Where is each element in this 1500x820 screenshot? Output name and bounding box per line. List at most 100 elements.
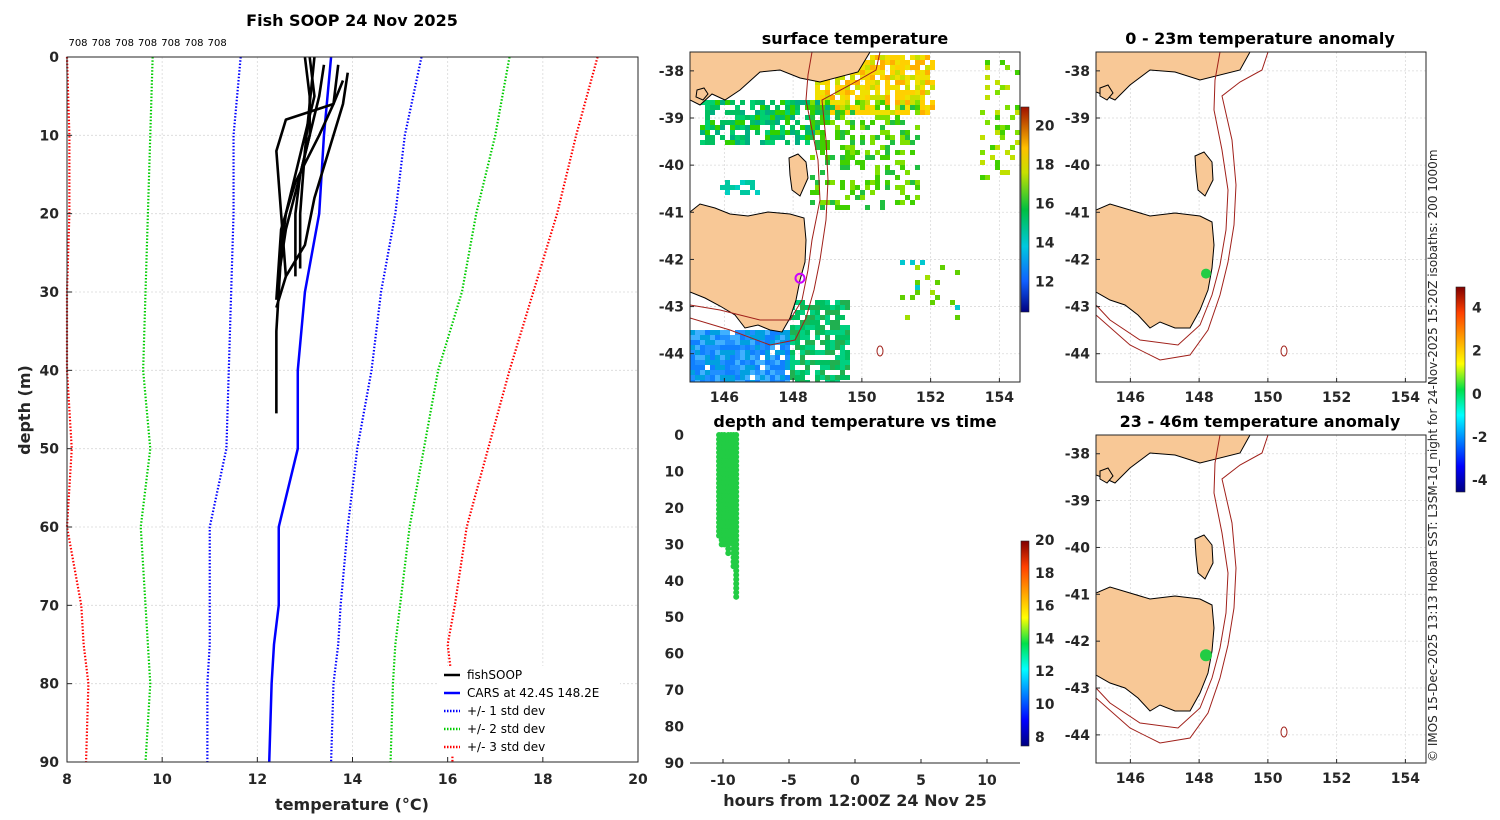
sst-pixel xyxy=(800,345,805,350)
sst-pixel xyxy=(760,115,765,120)
profile-xlabel: temperature (°C) xyxy=(275,795,429,814)
sst-pixel xyxy=(780,125,785,130)
sst-pixel xyxy=(810,155,815,160)
sst-pixel xyxy=(805,115,810,120)
sst-pixel xyxy=(840,325,845,330)
sst-pixel xyxy=(705,345,710,350)
sst-pixel xyxy=(870,75,875,80)
sst-pixel xyxy=(770,370,775,375)
data-point xyxy=(733,567,740,574)
sst-pixel xyxy=(835,345,840,350)
sst-pixel xyxy=(840,330,845,335)
sst-pixel xyxy=(845,130,850,135)
sst-pixel xyxy=(840,180,845,185)
sst-pixel xyxy=(710,105,715,110)
sst-pixel xyxy=(805,340,810,345)
y-tick-label: -40 xyxy=(659,158,685,174)
sst-pixel xyxy=(805,330,810,335)
sst-pixel xyxy=(740,340,745,345)
sst-pixel xyxy=(735,110,740,115)
sst-pixel xyxy=(895,65,900,70)
y-tick-label: -42 xyxy=(1065,634,1090,650)
sst-pixel xyxy=(780,375,785,380)
sst-pixel xyxy=(880,200,885,205)
sst-pixel xyxy=(720,370,725,375)
sst-pixel xyxy=(795,310,800,315)
data-point xyxy=(733,497,740,504)
tasmania xyxy=(690,203,807,333)
sst-pixel xyxy=(855,85,860,90)
sst-pixel xyxy=(995,115,1000,120)
sst-pixel xyxy=(835,300,840,305)
sst-pixel xyxy=(915,265,920,270)
sst-pixel xyxy=(910,295,915,300)
sst-pixel xyxy=(850,80,855,85)
sst-pixel xyxy=(845,325,850,330)
sst-pixel xyxy=(755,330,760,335)
sst-pixel xyxy=(875,85,880,90)
sst-pixel xyxy=(825,110,830,115)
sst-pixel xyxy=(695,340,700,345)
sst-pixel xyxy=(725,365,730,370)
sst-pixel xyxy=(790,325,795,330)
sst-pixel xyxy=(825,200,830,205)
sst-pixel xyxy=(890,135,895,140)
sst-pixel xyxy=(860,135,865,140)
sst-pixel xyxy=(935,295,940,300)
sst-pixel xyxy=(830,320,835,325)
y-tick-label: 10 xyxy=(665,464,685,480)
profile-title: Fish SOOP 24 Nov 2025 xyxy=(246,11,458,30)
anomaly-0-23-x-ticks: 146 148 150 152 154 xyxy=(1116,378,1420,406)
sst-pixel xyxy=(765,345,770,350)
x-tick-label: 148 xyxy=(1185,771,1214,787)
sst-pixel xyxy=(840,145,845,150)
sst-pixel xyxy=(735,375,740,380)
sst-pixel xyxy=(835,360,840,365)
sst-pixel xyxy=(740,350,745,355)
sst-pixel xyxy=(995,165,1000,170)
sst-pixel xyxy=(750,370,755,375)
sst-pixel xyxy=(765,370,770,375)
sst-pixel xyxy=(1000,125,1005,130)
data-point xyxy=(733,545,740,552)
y-tick-label: 20 xyxy=(665,501,685,517)
sst-pixel xyxy=(845,160,850,165)
sst-pixel xyxy=(735,115,740,120)
sst-pixel xyxy=(915,125,920,130)
sst-pixel xyxy=(710,345,715,350)
sst-pixel xyxy=(860,165,865,170)
sst-pixel xyxy=(1000,130,1005,135)
sst-pixel xyxy=(690,350,695,355)
sst-pixel xyxy=(825,80,830,85)
data-point xyxy=(733,453,740,460)
sst-pixel xyxy=(865,90,870,95)
sst-pixel xyxy=(725,190,730,195)
king-island xyxy=(1099,467,1114,484)
sst-pixel xyxy=(820,150,825,155)
y-tick-label: 70 xyxy=(40,598,60,614)
sst-pixel xyxy=(785,130,790,135)
sst-pixel xyxy=(760,335,765,340)
y-tick-label: 30 xyxy=(40,285,60,301)
sst-pixel xyxy=(845,355,850,360)
y-tick-label: 10 xyxy=(40,128,60,144)
sst-pixel xyxy=(910,105,915,110)
seamount-contour xyxy=(1280,726,1288,738)
sst-pixel xyxy=(785,110,790,115)
colorbar-tick-label: 14 xyxy=(1035,631,1055,647)
sst-pixel xyxy=(855,185,860,190)
sst-pixel xyxy=(860,195,865,200)
sst-pixel xyxy=(1015,105,1020,110)
sst-pixel xyxy=(845,95,850,100)
sst-pixel xyxy=(785,100,790,105)
sst-pixel xyxy=(770,135,775,140)
sst-pixel xyxy=(730,365,735,370)
sst-pixel xyxy=(890,140,895,145)
legend-label-sd1: +/- 1 std dev xyxy=(467,704,545,718)
sst-pixel xyxy=(700,335,705,340)
sst-pixel xyxy=(1000,135,1005,140)
sst-pixel xyxy=(920,260,925,265)
sst-pixel xyxy=(840,115,845,120)
sst-pixel xyxy=(745,180,750,185)
sst-pixel xyxy=(720,380,725,382)
